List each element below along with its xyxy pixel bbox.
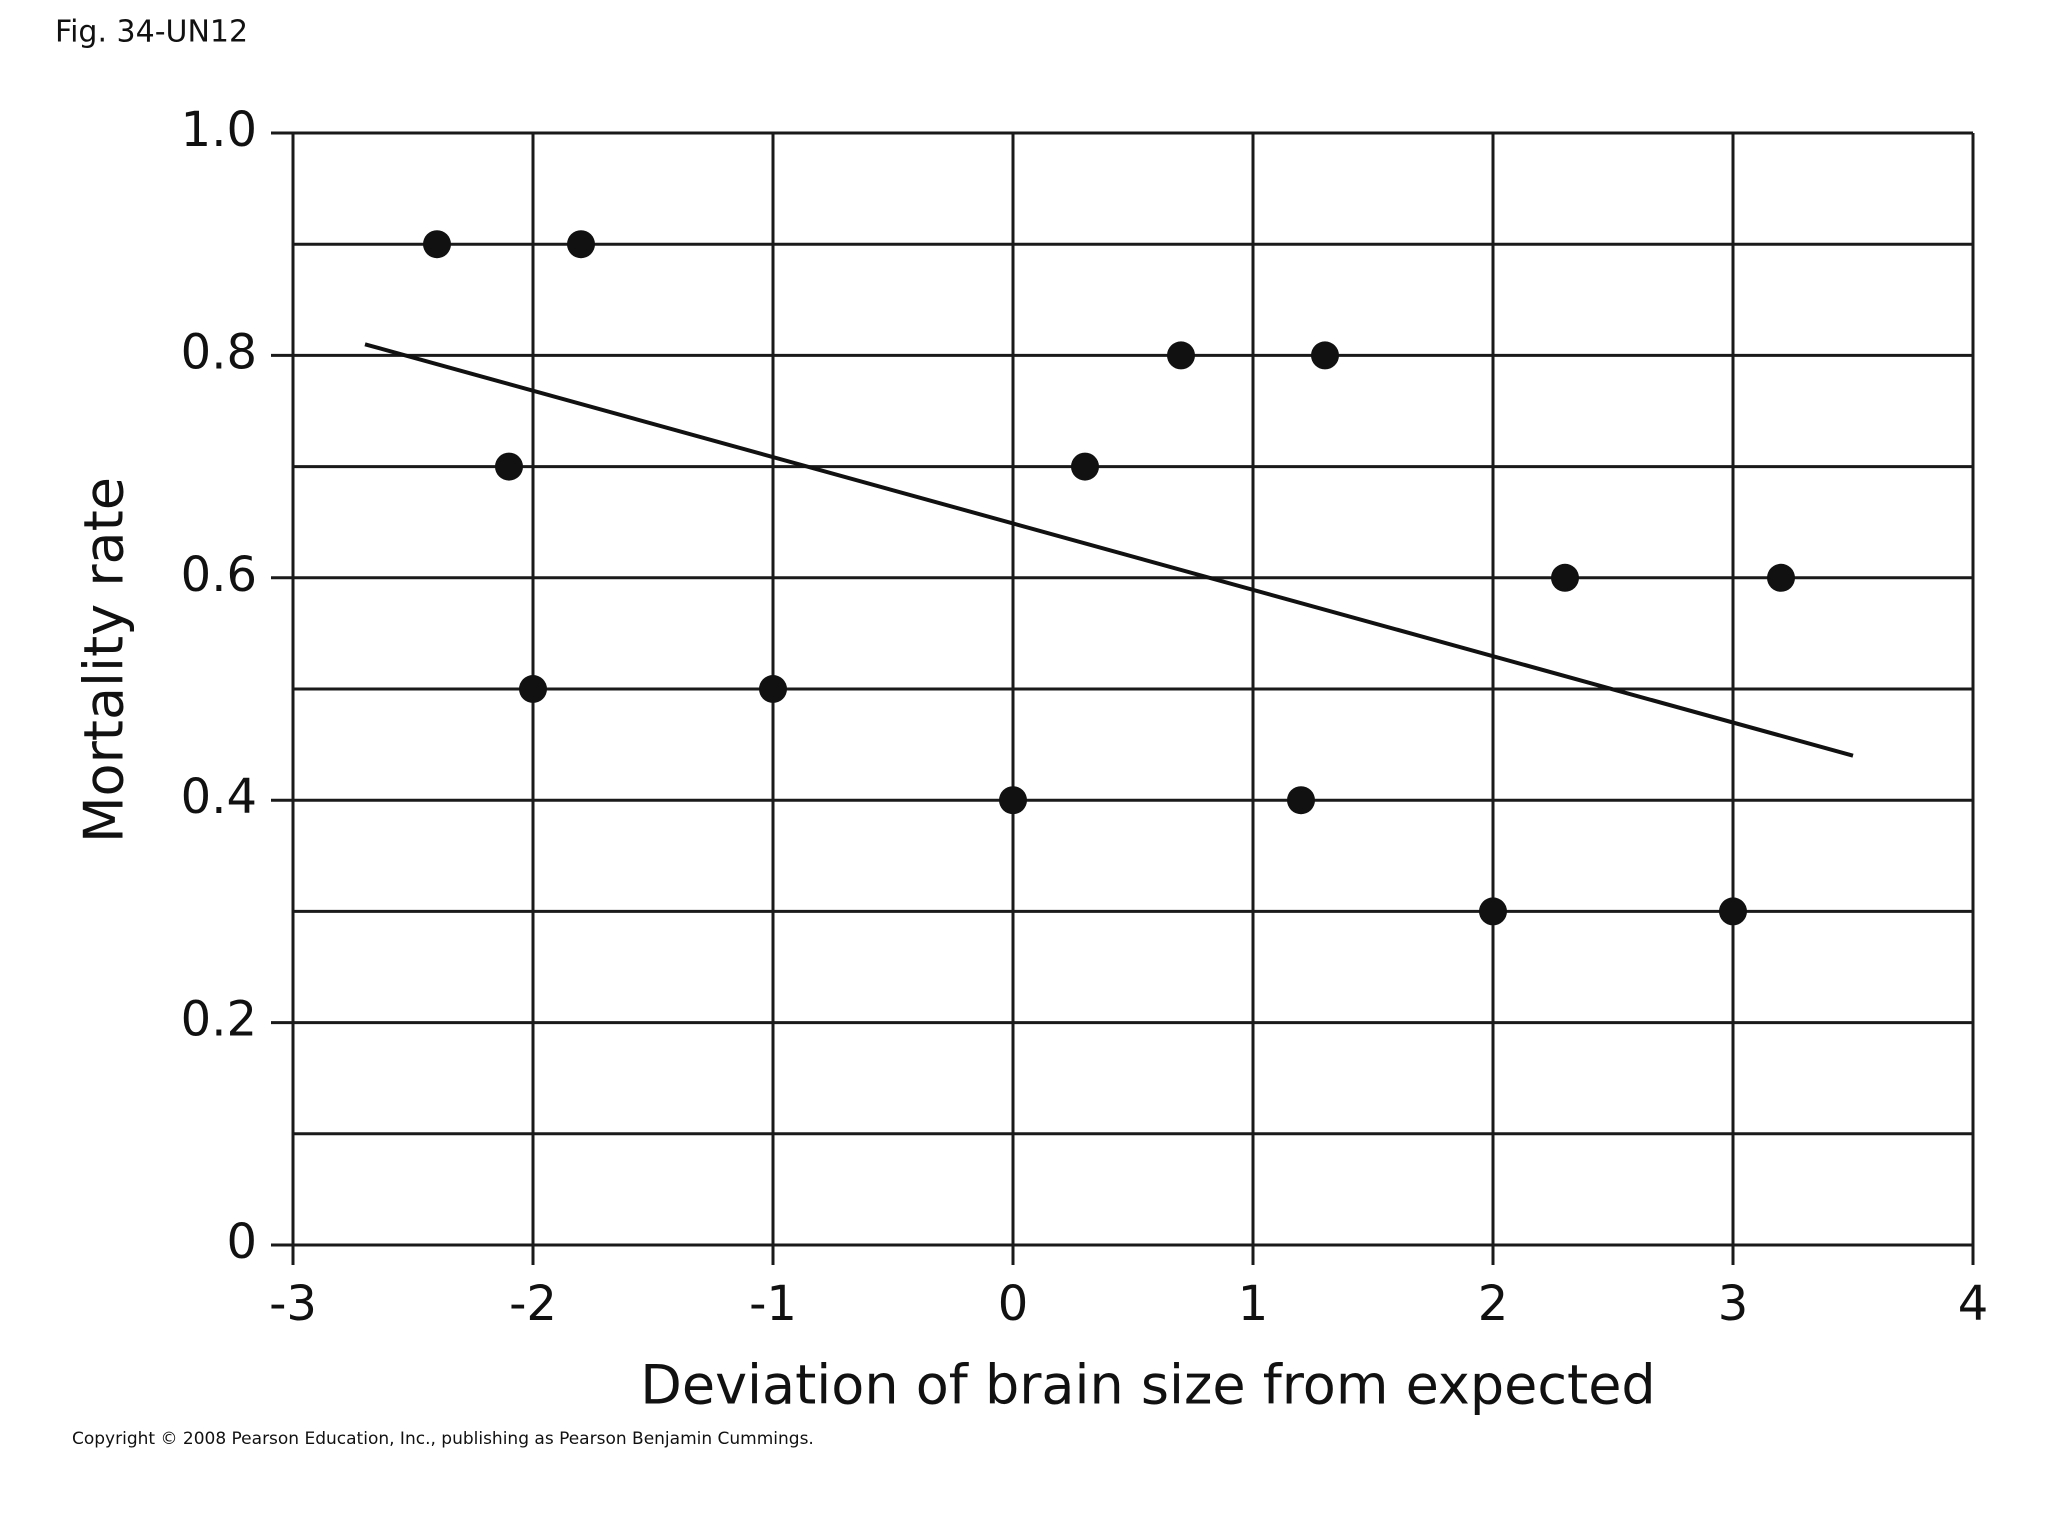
data-point [999, 786, 1027, 815]
y-tick-label: 0.4 [181, 769, 257, 825]
data-point [1479, 897, 1507, 926]
data-point [1287, 786, 1315, 815]
x-tick-label: 1 [1238, 1276, 1269, 1332]
y-tick-label: 1.0 [181, 102, 257, 158]
x-tick-label: 2 [1478, 1276, 1509, 1332]
y-tick-label: 0 [226, 1214, 257, 1270]
y-tick-label: 0.8 [181, 324, 257, 380]
data-point [759, 675, 787, 703]
chart-title: Fig. 34-UN12 [55, 15, 248, 50]
data-point [1719, 897, 1747, 926]
x-tick-label: 0 [998, 1276, 1029, 1332]
data-point [495, 452, 523, 481]
y-tick-label: 0.2 [181, 992, 257, 1048]
data-point [1551, 563, 1579, 592]
data-point [567, 230, 595, 259]
y-tick-label: 0.6 [181, 547, 257, 603]
data-point [519, 675, 547, 703]
data-point [1071, 452, 1099, 481]
trend-line [364, 342, 1854, 758]
x-tick-label: 3 [1718, 1276, 1749, 1332]
x-axis-label: Deviation of brain size from expected [640, 1354, 1655, 1417]
data-point [1167, 341, 1195, 370]
x-tick-label: -1 [749, 1276, 797, 1332]
x-tick-label: -3 [269, 1276, 317, 1332]
x-tick-label: -2 [509, 1276, 557, 1332]
y-axis-label: Mortality rate [73, 477, 136, 843]
data-point [423, 230, 451, 259]
copyright: Copyright © 2008 Pearson Education, Inc.… [72, 1429, 814, 1449]
data-point [1767, 563, 1795, 592]
data-point [1311, 341, 1339, 370]
x-tick-label: 4 [1958, 1276, 1989, 1332]
